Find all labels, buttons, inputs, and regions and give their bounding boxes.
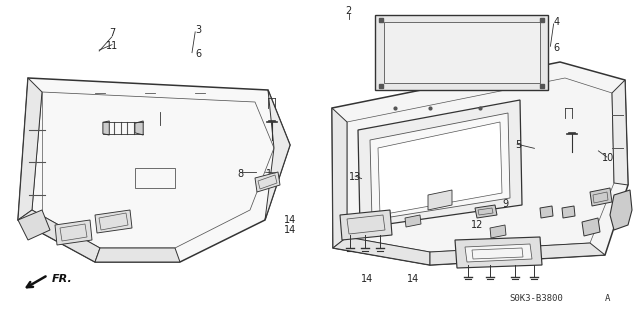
Polygon shape <box>332 108 347 248</box>
Text: 15: 15 <box>435 174 448 184</box>
Text: 14: 14 <box>406 274 419 284</box>
Polygon shape <box>562 206 575 218</box>
Text: 1: 1 <box>390 193 397 204</box>
Text: A: A <box>605 294 611 303</box>
Polygon shape <box>95 248 180 262</box>
Polygon shape <box>405 215 421 227</box>
Text: 10: 10 <box>602 153 614 163</box>
Text: 11: 11 <box>106 41 118 51</box>
Polygon shape <box>384 22 540 83</box>
Polygon shape <box>465 244 532 262</box>
Text: 13: 13 <box>349 172 362 182</box>
Polygon shape <box>18 210 50 240</box>
Text: 7: 7 <box>109 28 115 39</box>
Polygon shape <box>375 15 548 90</box>
Polygon shape <box>540 206 553 218</box>
Polygon shape <box>18 78 290 262</box>
Polygon shape <box>455 237 542 268</box>
Text: 6: 6 <box>554 43 560 53</box>
Polygon shape <box>103 121 109 135</box>
Polygon shape <box>378 122 502 215</box>
Polygon shape <box>428 190 452 210</box>
Polygon shape <box>333 237 430 265</box>
Text: FR.: FR. <box>52 274 73 284</box>
Polygon shape <box>18 78 42 220</box>
Polygon shape <box>135 121 143 135</box>
Polygon shape <box>610 190 632 230</box>
Polygon shape <box>475 205 497 218</box>
Polygon shape <box>55 220 92 245</box>
Polygon shape <box>590 188 612 206</box>
Text: 6: 6 <box>195 49 202 59</box>
Polygon shape <box>340 210 392 240</box>
Text: S0K3-B3800: S0K3-B3800 <box>509 294 563 303</box>
Polygon shape <box>612 80 628 185</box>
Text: 14: 14 <box>284 215 297 225</box>
Polygon shape <box>18 210 100 262</box>
Polygon shape <box>255 172 280 192</box>
Text: 15: 15 <box>477 175 490 185</box>
Text: 2: 2 <box>346 6 352 16</box>
Text: 8: 8 <box>237 169 243 179</box>
Polygon shape <box>490 225 506 238</box>
Text: 14: 14 <box>284 225 297 235</box>
Polygon shape <box>358 100 522 228</box>
Text: 1: 1 <box>266 169 272 179</box>
Text: 9: 9 <box>502 199 509 209</box>
Text: 14: 14 <box>360 274 373 284</box>
Polygon shape <box>582 218 600 236</box>
Polygon shape <box>95 210 132 233</box>
Text: 4: 4 <box>554 17 560 27</box>
Polygon shape <box>332 62 628 265</box>
Polygon shape <box>370 113 510 220</box>
Text: 3: 3 <box>195 25 202 35</box>
Text: 12: 12 <box>470 220 483 230</box>
Polygon shape <box>265 90 290 220</box>
Text: 5: 5 <box>515 140 522 150</box>
Polygon shape <box>430 243 605 265</box>
